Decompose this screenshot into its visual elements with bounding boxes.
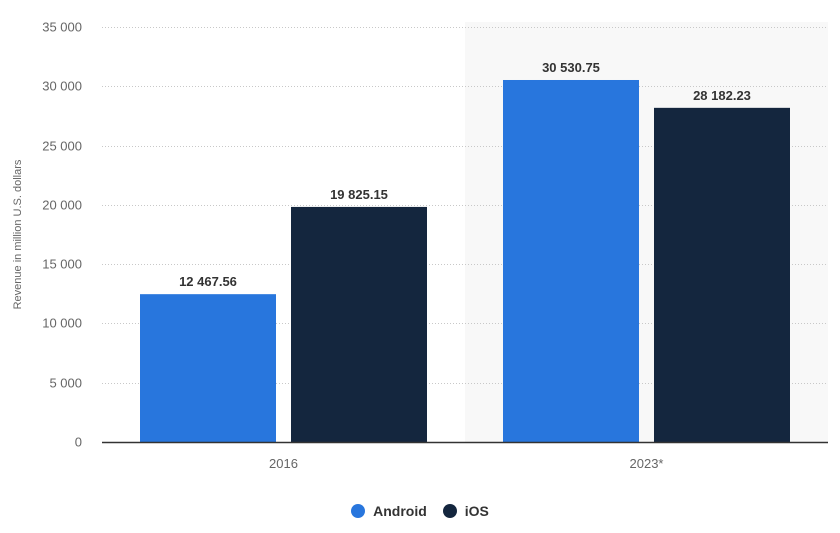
legend: Android iOS bbox=[0, 503, 840, 519]
y-tick-label: 5 000 bbox=[49, 376, 82, 391]
y-tick-label: 35 000 bbox=[42, 20, 82, 35]
bar-ios-2023[interactable] bbox=[654, 107, 790, 443]
legend-item-ios[interactable]: iOS bbox=[442, 503, 489, 519]
y-tick-label: 15 000 bbox=[42, 257, 82, 272]
y-tick-label: 30 000 bbox=[42, 79, 82, 94]
x-tick-label: 2016 bbox=[269, 456, 298, 471]
y-tick-label: 10 000 bbox=[42, 316, 82, 331]
bar-android-2023[interactable] bbox=[503, 79, 639, 442]
legend-item-android[interactable]: Android bbox=[351, 503, 427, 519]
x-tick-label: 2023* bbox=[630, 456, 664, 471]
legend-swatch bbox=[351, 504, 366, 518]
data-label: 30 530.75 bbox=[542, 60, 600, 75]
data-label: 19 825.15 bbox=[330, 187, 388, 202]
y-tick-label: 0 bbox=[75, 435, 82, 450]
y-tick-label: 20 000 bbox=[42, 198, 82, 213]
y-tick-label: 25 000 bbox=[42, 139, 82, 154]
y-axis-title: Revenue in million U.S. dollars bbox=[12, 159, 24, 309]
data-label: 28 182.23 bbox=[693, 88, 751, 103]
bar-ios-2016[interactable] bbox=[291, 206, 427, 442]
data-label: 12 467.56 bbox=[179, 274, 237, 289]
legend-swatch bbox=[442, 504, 457, 518]
bar-android-2016[interactable] bbox=[140, 294, 276, 442]
legend-label: Android bbox=[373, 503, 427, 519]
legend-label: iOS bbox=[464, 503, 489, 519]
